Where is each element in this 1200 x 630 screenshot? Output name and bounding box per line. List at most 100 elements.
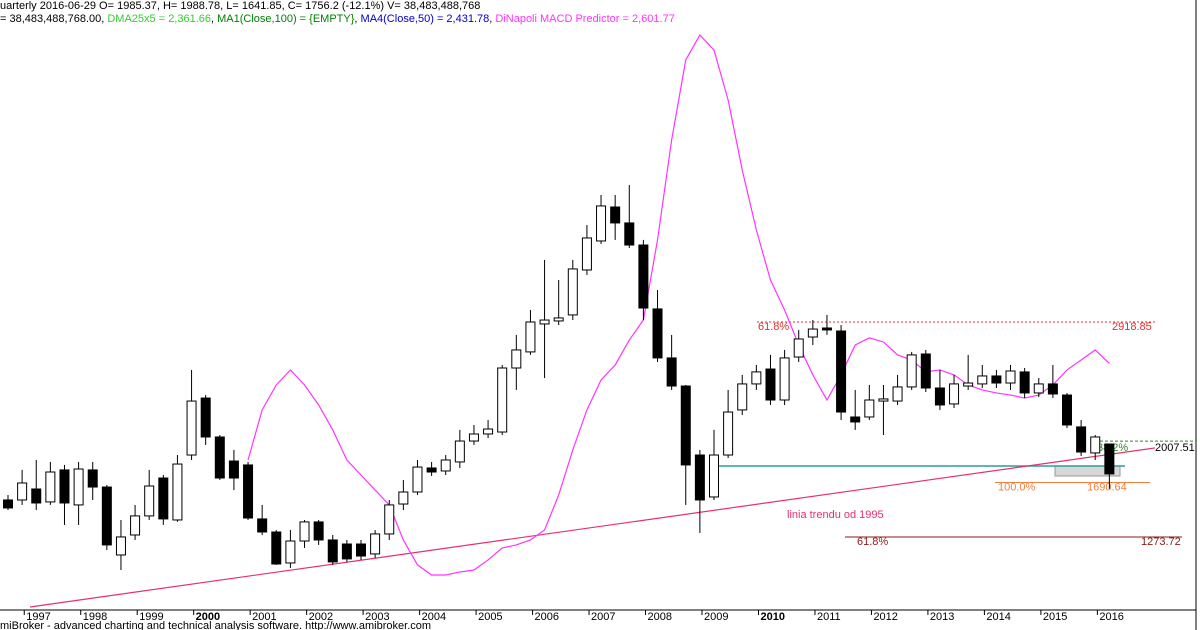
candle-body bbox=[723, 411, 734, 456]
candle-body bbox=[426, 467, 437, 473]
x-tick-label: 2007 bbox=[591, 611, 615, 623]
candle-body bbox=[1019, 371, 1030, 394]
candle-body bbox=[567, 268, 578, 316]
candle-body bbox=[101, 486, 112, 546]
trend-label: linia trendu od 1995 bbox=[787, 509, 884, 521]
header-segment: , bbox=[211, 13, 218, 25]
candle-body bbox=[243, 464, 254, 519]
candle-body bbox=[737, 383, 748, 411]
x-tick-label: 2009 bbox=[704, 611, 728, 623]
x-tick-label: 1999 bbox=[139, 611, 163, 623]
candle-body bbox=[934, 387, 945, 406]
level-pct: 61.8% bbox=[857, 536, 888, 548]
candle-body bbox=[1005, 370, 1016, 384]
header-segment: DMA25x5 = 2,361.66 bbox=[107, 13, 212, 25]
candle-body bbox=[356, 543, 366, 557]
candle-body bbox=[638, 244, 649, 309]
candle-body bbox=[271, 531, 282, 565]
candle-body bbox=[779, 357, 790, 401]
candle-body bbox=[370, 533, 381, 555]
candle-body bbox=[821, 327, 832, 331]
candle-body bbox=[525, 321, 536, 353]
candle-body bbox=[200, 397, 211, 438]
candle-body bbox=[454, 440, 465, 463]
header-line: = 38,483,488,768.00, DMA25x5 = 2,361.66,… bbox=[0, 13, 675, 26]
candle-body bbox=[59, 469, 70, 504]
candle-body bbox=[313, 521, 324, 541]
candle-body bbox=[680, 385, 691, 466]
level-value: 2007.51 bbox=[1155, 442, 1195, 454]
candle-body bbox=[1047, 383, 1058, 395]
candle-body bbox=[652, 308, 663, 359]
candle-body bbox=[3, 499, 13, 509]
trend-line bbox=[29, 447, 1156, 608]
x-tick-label: 2001 bbox=[252, 611, 276, 623]
candle-body bbox=[878, 398, 889, 402]
x-tick-label: 2011 bbox=[817, 611, 841, 623]
candle-body bbox=[468, 433, 479, 442]
footer: miBroker - advanced charting and technic… bbox=[0, 620, 431, 630]
candle-body bbox=[539, 319, 550, 325]
indicator-line bbox=[247, 34, 1110, 576]
candle-body bbox=[158, 477, 169, 520]
x-tick-label: 2013 bbox=[930, 611, 954, 623]
candle-body bbox=[596, 205, 607, 242]
candle-body bbox=[73, 468, 84, 506]
header-segment: = 38,483,488,768.00, bbox=[0, 13, 108, 25]
candle-body bbox=[214, 436, 225, 479]
candle-body bbox=[666, 357, 677, 387]
candle-body bbox=[228, 460, 239, 479]
candle-body bbox=[610, 206, 621, 224]
x-tick-label: 2012 bbox=[873, 611, 897, 623]
level-value: 1273.72 bbox=[1141, 536, 1181, 548]
candle-body bbox=[1062, 394, 1072, 426]
candle-body bbox=[836, 330, 847, 413]
header-segment: uarterly 2016-06-29 O= 1985.37, H= 1988.… bbox=[0, 0, 481, 12]
candle-body bbox=[31, 488, 42, 504]
candle-body bbox=[257, 518, 268, 533]
candle-body bbox=[991, 375, 1002, 384]
candle-body bbox=[1090, 436, 1101, 454]
x-tick-label: 2005 bbox=[478, 611, 502, 623]
candle-body bbox=[327, 539, 338, 563]
candle-body bbox=[977, 375, 988, 385]
level-value: 1690.64 bbox=[1087, 481, 1127, 493]
candle-body bbox=[87, 469, 98, 488]
candle-body bbox=[709, 454, 719, 498]
x-tick-label: 2008 bbox=[648, 611, 672, 623]
level-pct: 100.0% bbox=[998, 481, 1036, 493]
level-value: 2918.85 bbox=[1112, 321, 1152, 333]
candle-body bbox=[17, 482, 28, 501]
candle-body bbox=[949, 383, 960, 405]
x-tick-label: 2002 bbox=[309, 611, 333, 623]
candle-body bbox=[850, 416, 861, 423]
x-tick-label: 2006 bbox=[535, 611, 559, 623]
candle-body bbox=[398, 491, 409, 505]
candle-body bbox=[694, 454, 705, 501]
candle-body bbox=[624, 222, 635, 246]
candle-body bbox=[45, 471, 56, 503]
candle-body bbox=[341, 543, 352, 560]
candle-body bbox=[285, 540, 296, 564]
x-tick-label: 2014 bbox=[986, 611, 1010, 623]
x-tick-label: 2003 bbox=[365, 611, 389, 623]
candle-body bbox=[172, 463, 183, 521]
x-tick-label: 1997 bbox=[26, 611, 50, 623]
header-segment: MA1(Close,100) = {EMPTY} bbox=[217, 13, 355, 25]
candle-body bbox=[963, 382, 974, 387]
candle-body bbox=[511, 349, 522, 369]
header-segment: , bbox=[489, 13, 496, 25]
candle-body bbox=[412, 466, 423, 493]
candle-body bbox=[864, 399, 875, 418]
candle-body bbox=[1076, 426, 1087, 453]
header-line: uarterly 2016-06-29 O= 1985.37, H= 1988.… bbox=[0, 0, 480, 13]
candle-body bbox=[115, 536, 126, 556]
candle-body bbox=[186, 400, 197, 456]
candle-body bbox=[793, 338, 804, 358]
candle-body bbox=[1104, 443, 1115, 475]
header-segment: , bbox=[354, 13, 361, 25]
candle-body bbox=[892, 386, 903, 402]
x-tick-label: 2015 bbox=[1043, 611, 1067, 623]
candle-body bbox=[553, 317, 564, 322]
